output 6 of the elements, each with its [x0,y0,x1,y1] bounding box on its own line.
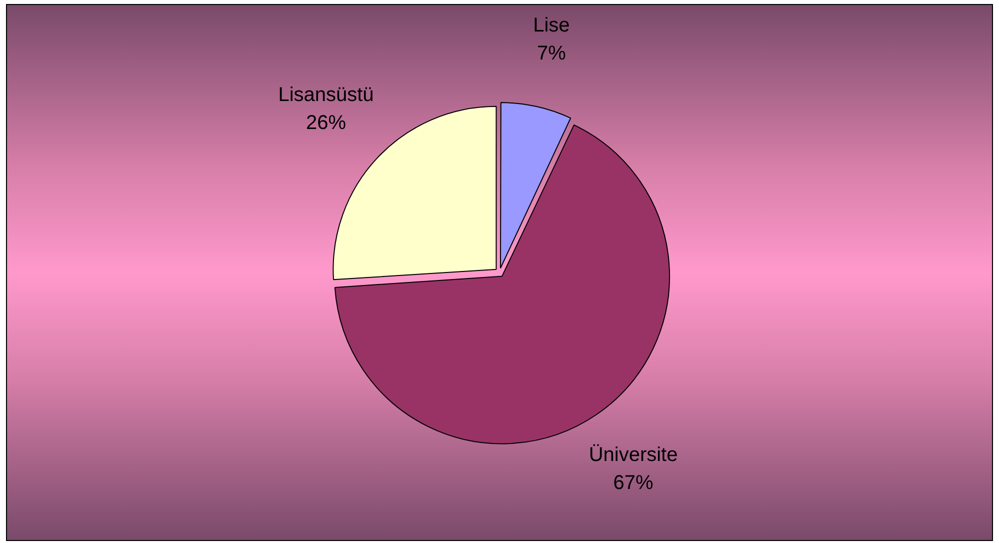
data-label: 26% [306,112,346,134]
data-label: 7% [536,42,566,65]
slice-label: Lise [533,14,570,37]
slice-label: Üniversite [588,444,678,466]
data-label: 67% [613,472,654,494]
slice-label: Lisansüstü [278,84,374,106]
